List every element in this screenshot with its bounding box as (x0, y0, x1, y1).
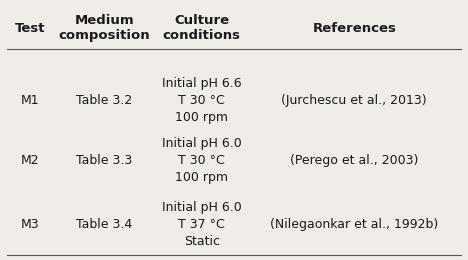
Text: (Nilegaonkar et al., 1992b): (Nilegaonkar et al., 1992b) (270, 218, 439, 231)
Text: M3: M3 (21, 218, 40, 231)
Text: Initial pH 6.0
T 30 °C
100 rpm: Initial pH 6.0 T 30 °C 100 rpm (162, 137, 241, 184)
Text: References: References (312, 22, 396, 35)
Text: Table 3.2: Table 3.2 (76, 94, 132, 107)
Text: Test: Test (15, 22, 46, 35)
Text: Medium
composition: Medium composition (58, 14, 150, 42)
Text: Initial pH 6.0
T 37 °C
Static: Initial pH 6.0 T 37 °C Static (162, 201, 241, 248)
Text: Culture
conditions: Culture conditions (162, 14, 241, 42)
Text: M1: M1 (21, 94, 40, 107)
Text: Initial pH 6.6
T 30 °C
100 rpm: Initial pH 6.6 T 30 °C 100 rpm (162, 77, 241, 124)
Text: (Jurchescu et al., 2013): (Jurchescu et al., 2013) (281, 94, 427, 107)
Text: (Perego et al., 2003): (Perego et al., 2003) (290, 154, 418, 167)
Text: Table 3.3: Table 3.3 (76, 154, 132, 167)
Text: Table 3.4: Table 3.4 (76, 218, 132, 231)
Text: M2: M2 (21, 154, 40, 167)
